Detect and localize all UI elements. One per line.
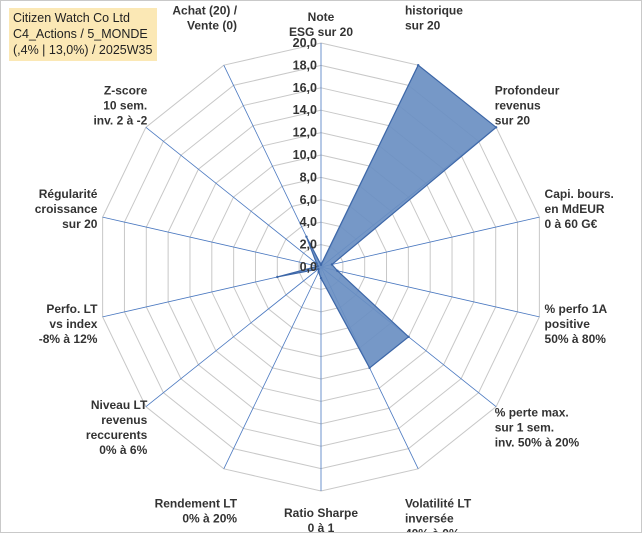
tick-label: 14,0 <box>293 103 317 117</box>
data-point <box>368 366 371 370</box>
tick-label: 6,0 <box>300 193 317 207</box>
axis-label: Profondeur revenus sur 20 <box>495 84 560 128</box>
tick-label: 18,0 <box>293 58 317 72</box>
axis-label: % perte max. sur 1 sem. inv. 50% à 20% <box>495 405 580 449</box>
axis-label: MomentumAchat (20) /Vente (0) <box>172 1 237 33</box>
axis-label: Niveau LT revenus reccurents 0% à 6% <box>86 398 148 457</box>
axis-spoke <box>320 266 540 318</box>
company-name: Citizen Watch Co Ltd <box>13 11 130 25</box>
data-point <box>407 335 410 339</box>
data-point <box>276 275 279 279</box>
axis-label: Capi. bours. en MdEUR 0 à 60 G€ <box>545 187 614 231</box>
data-point <box>319 263 323 266</box>
axis-spoke <box>102 216 322 268</box>
tick-label: 16,0 <box>293 81 317 95</box>
axis-label: Ratio Sharpe 0 à 1 <box>284 506 358 532</box>
data-point <box>319 277 323 280</box>
axis-label: Régularité croissance sur 20 <box>35 187 98 231</box>
data-point <box>494 126 498 129</box>
axis-label: Volatilité LTinversée40% à 0% <box>405 496 472 532</box>
chart-header: Citizen Watch Co Ltd C4_Actions / 5_MOND… <box>9 8 158 61</box>
axis-spoke <box>145 266 322 407</box>
data-point <box>317 267 320 271</box>
axis-spoke <box>223 65 322 268</box>
axis-label: Rendement LT 0% à 20% <box>155 496 238 525</box>
axis-label: Note ESG sur 20 <box>289 10 353 39</box>
data-point <box>317 270 320 274</box>
axis-label: Profondeurhistoriquesur 20 <box>405 1 470 33</box>
data-point <box>330 263 334 266</box>
tick-label: 4,0 <box>300 215 317 229</box>
tick-label: 20,0 <box>293 36 317 50</box>
tick-label: 10,0 <box>293 148 317 162</box>
data-point <box>315 262 318 265</box>
universe-label: C4_Actions / 5_MONDE <box>13 27 148 41</box>
axis-label: Z-score 10 sem. inv. 2 à -2 <box>93 84 147 128</box>
data-point <box>316 265 319 268</box>
axis-spoke <box>320 216 540 268</box>
tick-label: 2,0 <box>300 238 317 252</box>
axis-label: Perfo. LT vs index -8% à 12% <box>39 302 98 346</box>
axis-spoke <box>223 266 322 469</box>
axis-spoke <box>145 127 322 268</box>
axis-label: % perfo 1A positive 50% à 80% <box>545 302 608 346</box>
tick-label: 0,0 <box>300 260 317 274</box>
data-point <box>336 269 339 272</box>
data-point <box>416 63 420 67</box>
period-label: (,4% | 13,0%) / 2025W35 <box>13 43 153 57</box>
data-point <box>305 235 308 238</box>
tick-label: 12,0 <box>293 126 317 140</box>
tick-label: 8,0 <box>300 170 317 184</box>
